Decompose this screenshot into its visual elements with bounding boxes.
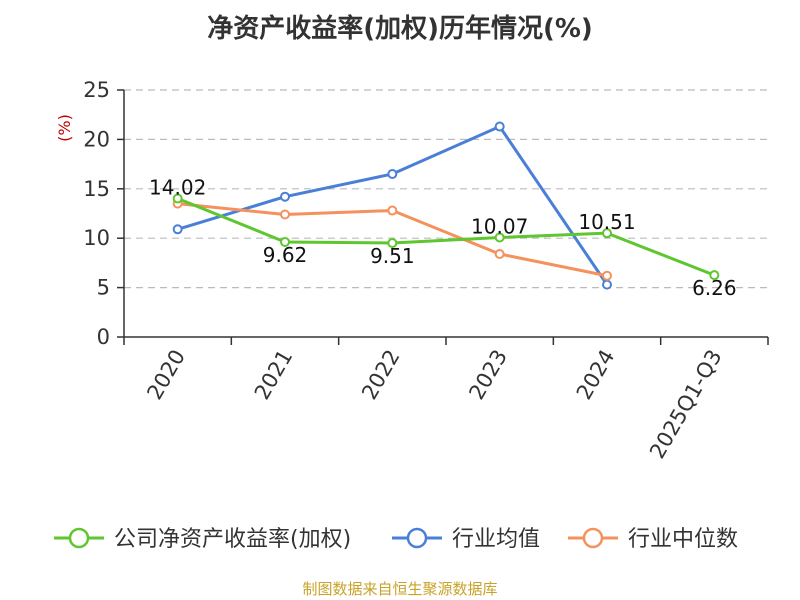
data-point[interactable] — [494, 249, 505, 260]
data-point[interactable] — [280, 236, 290, 247]
data-label: 10.51 — [578, 210, 635, 234]
x-tick-label: 2022 — [357, 346, 405, 404]
legend-label[interactable]: 公司净资产收益率(加权) — [114, 527, 351, 552]
y-tick-label: 15 — [83, 177, 110, 201]
data-label: 9.51 — [370, 244, 415, 268]
x-tick-label: 2023 — [464, 345, 512, 403]
legend-swatch-marker[interactable] — [582, 527, 604, 549]
legend-swatch-marker[interactable] — [68, 527, 90, 549]
data-labels: 14.02 9.62 9.51 10.07 10.51 6.26 — [149, 175, 737, 300]
data-point[interactable] — [602, 279, 612, 290]
data-label: 10.07 — [471, 215, 528, 239]
y-tick-label: 0 — [97, 325, 110, 349]
series-group — [172, 121, 720, 290]
axes: 0 5 10 15 20 25 (%) 2020 2021 2022 2023 2024 2025Q1-… — [55, 78, 769, 463]
x-tick-label: 2020 — [142, 346, 190, 404]
y-axis-label: (%) — [55, 114, 74, 142]
legend[interactable]: 公司净资产收益率(加权) 行业均值 行业中位数 — [54, 527, 738, 552]
data-point[interactable] — [172, 193, 183, 204]
data-point[interactable] — [709, 270, 720, 281]
data-point[interactable] — [387, 238, 398, 249]
chart-title: 净资产收益率(加权)历年情况(%) — [207, 14, 593, 44]
data-label: 14.02 — [149, 175, 206, 199]
data-point[interactable] — [602, 228, 612, 239]
data-point[interactable] — [387, 168, 398, 179]
legend-label[interactable]: 行业中位数 — [628, 527, 738, 552]
data-point[interactable] — [387, 205, 398, 216]
y-tick-label: 20 — [83, 127, 110, 151]
legend-swatch-marker[interactable] — [406, 527, 428, 549]
data-point[interactable] — [602, 270, 612, 281]
data-label: 9.62 — [263, 243, 308, 267]
data-point[interactable] — [494, 121, 505, 132]
x-tick-label: 2025Q1-Q3 — [645, 346, 727, 463]
data-point[interactable] — [494, 232, 505, 243]
data-label: 6.26 — [692, 276, 737, 300]
x-tick-label: 2021 — [250, 346, 298, 404]
data-point[interactable] — [280, 209, 290, 220]
y-tick-label: 25 — [83, 78, 110, 102]
y-tick-label: 10 — [83, 226, 110, 250]
data-point[interactable] — [280, 191, 290, 202]
legend-label[interactable]: 行业均值 — [452, 527, 540, 552]
y-tick-label: 5 — [97, 276, 110, 300]
x-tick-label: 2024 — [572, 346, 620, 404]
data-point[interactable] — [172, 224, 183, 235]
source-note: 制图数据来自恒生聚源数据库 — [302, 580, 498, 598]
series-line — [177, 197, 715, 277]
